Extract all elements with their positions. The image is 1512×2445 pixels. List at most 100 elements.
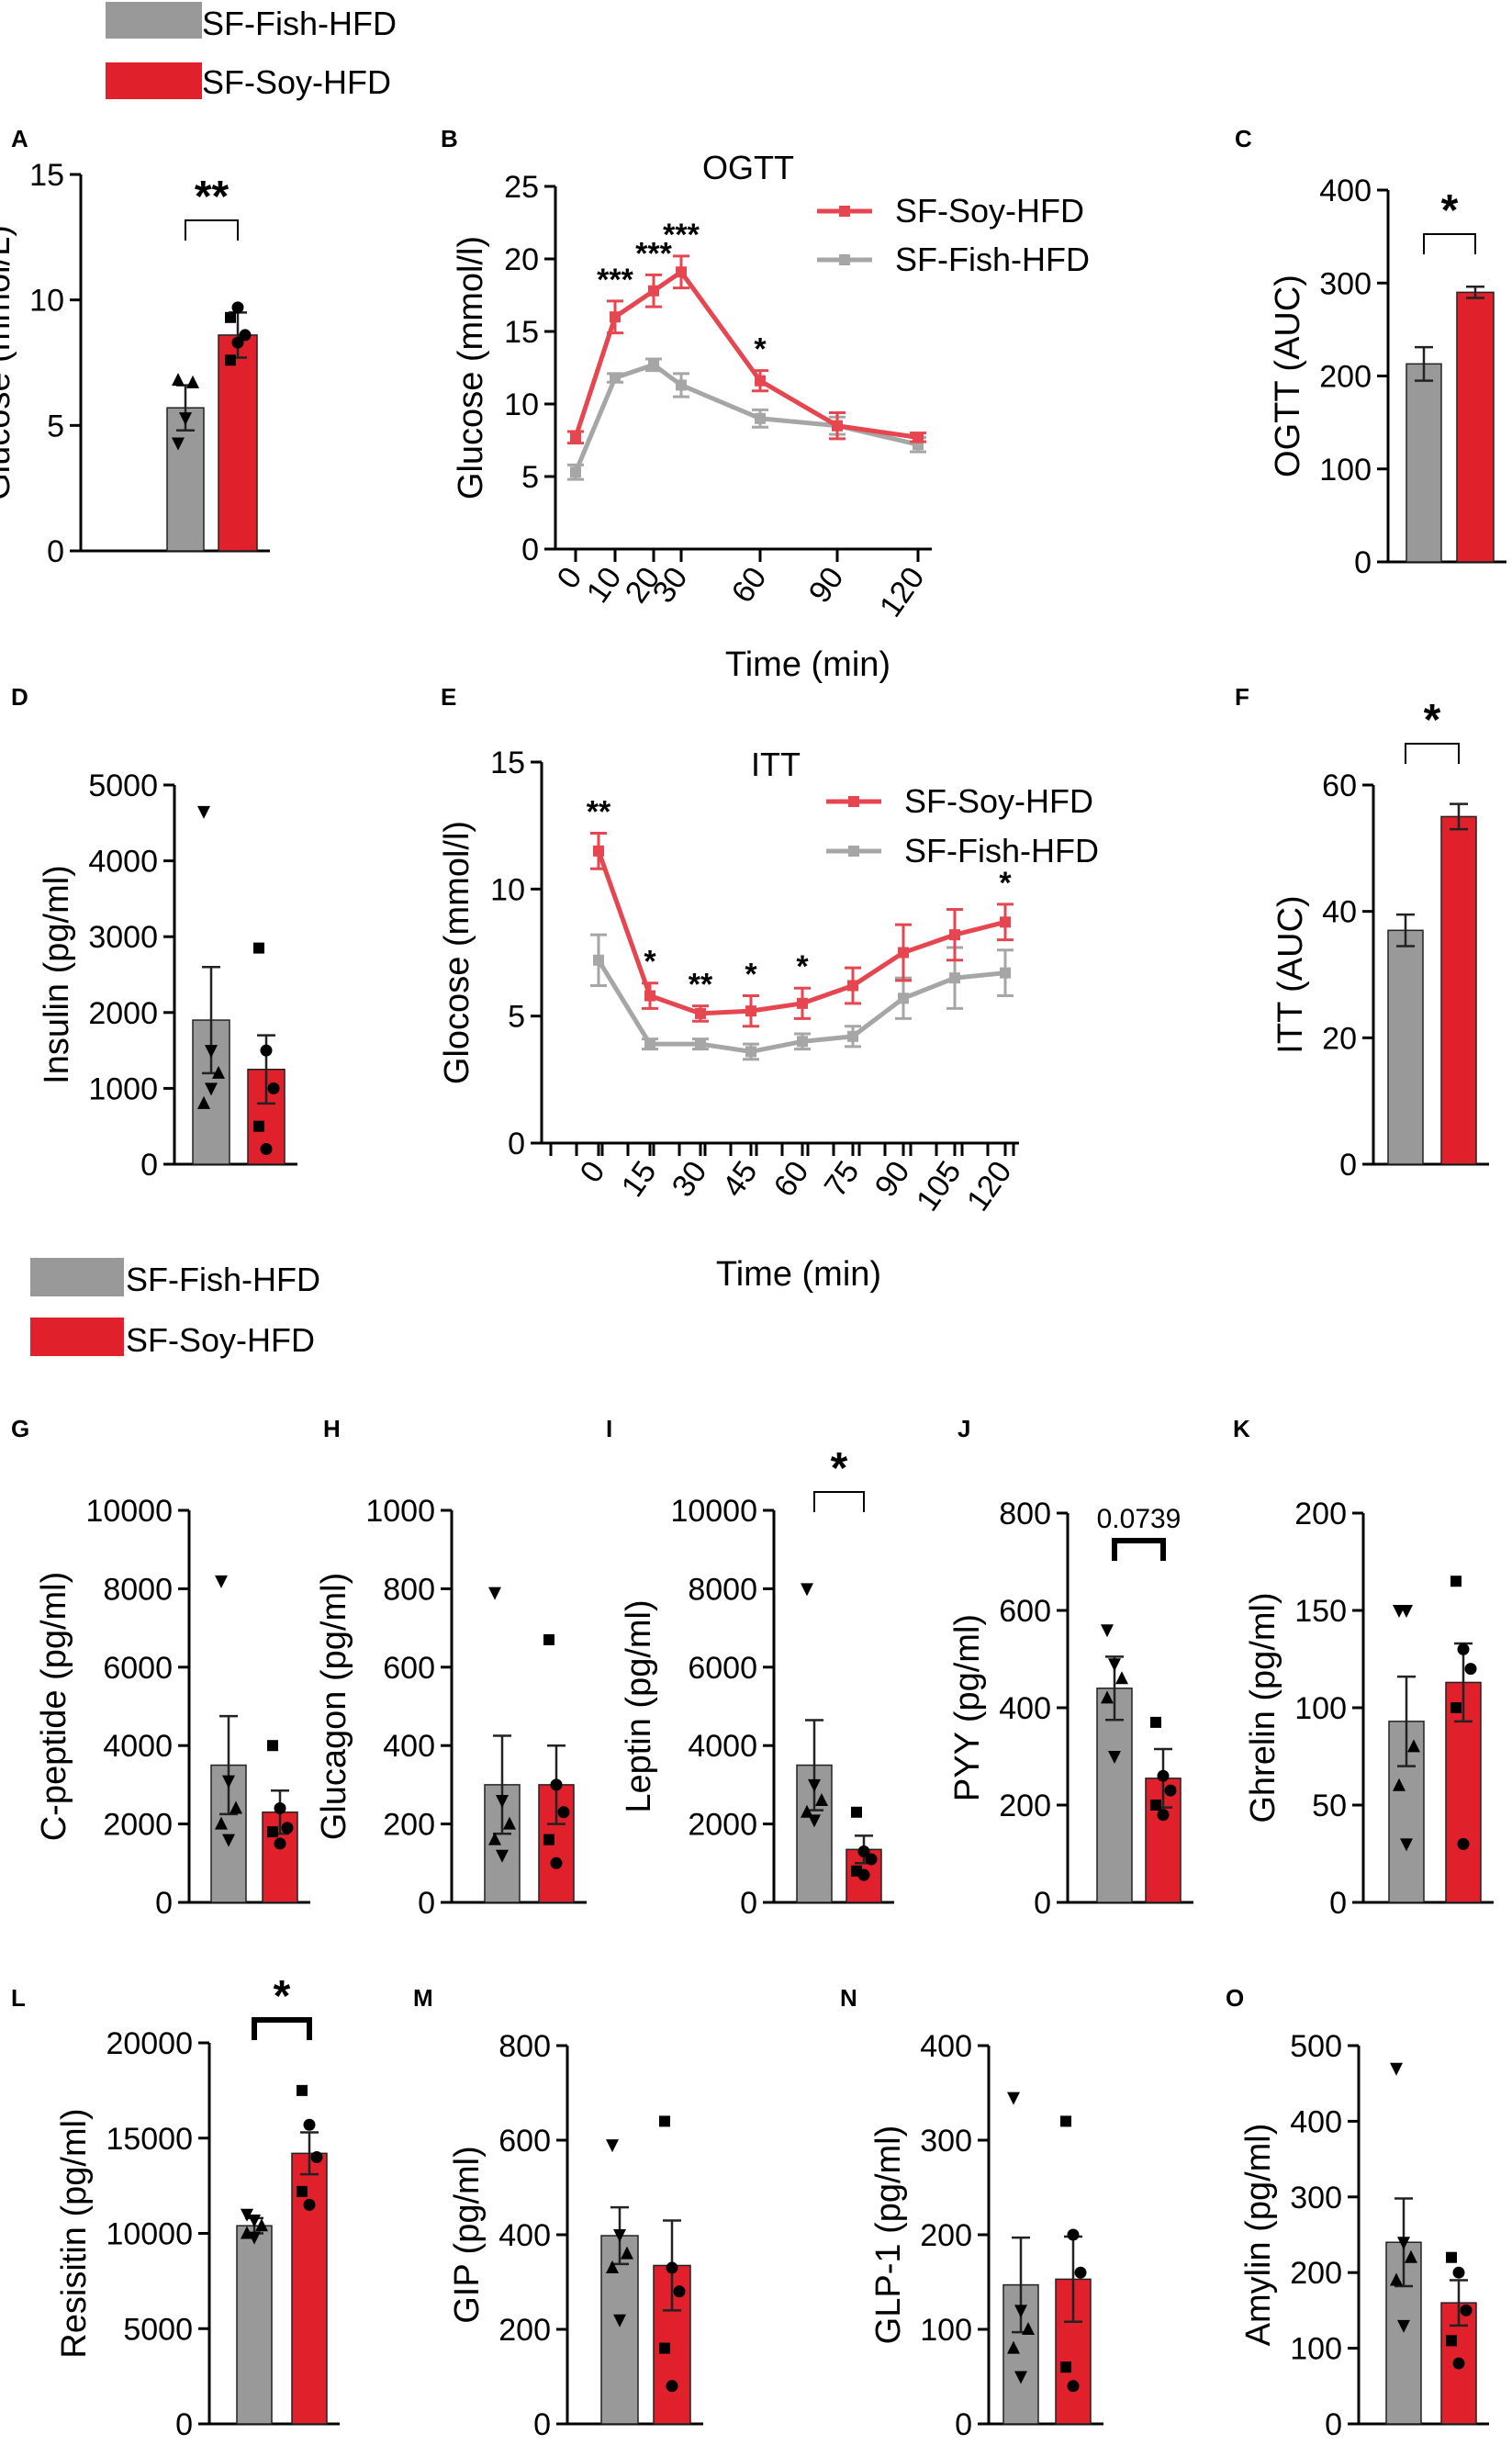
- data-point: [1164, 1784, 1177, 1797]
- data-point: [557, 1806, 570, 1819]
- data-point: [231, 301, 244, 314]
- y-tick-label: 600: [383, 1651, 435, 1686]
- data-point: [1067, 2380, 1080, 2393]
- panel-letter-j: J: [958, 1415, 970, 1442]
- data-point: [755, 375, 766, 387]
- data-point: [593, 954, 604, 966]
- x-tick-label: 15: [615, 1155, 664, 1204]
- data-point: [230, 1800, 242, 1814]
- panel-letter-l: L: [11, 1984, 26, 2012]
- y-tick-label: 0: [1034, 1886, 1051, 1921]
- data-point: [1450, 1576, 1462, 1587]
- x-tick-label: 30: [646, 561, 695, 610]
- significance-bracket: [1112, 1538, 1166, 1561]
- legend-top-soy-swatch: [106, 62, 202, 99]
- y-tick-label: 5: [508, 1000, 525, 1035]
- y-tick-label: 0: [418, 1886, 435, 1921]
- chart-h: 0 200 400 600 800 1000 Glucagon (pg/ml): [315, 1494, 587, 1921]
- data-point: [644, 990, 655, 1002]
- data-point: [851, 1806, 862, 1818]
- data-point: [222, 1834, 235, 1847]
- y-tick-label: 50: [1312, 1789, 1347, 1823]
- data-point: [503, 1816, 516, 1830]
- legend-marker: [839, 206, 850, 217]
- y-tick-label: 10: [490, 872, 525, 907]
- data-point: [310, 2151, 323, 2163]
- data-point: [610, 372, 621, 384]
- data-point: [253, 942, 264, 954]
- bar-soy: [218, 334, 258, 552]
- y-tick-label: 200: [498, 2313, 551, 2348]
- data-point: [593, 845, 604, 857]
- legend-label: SF-Soy-HFD: [904, 782, 1093, 820]
- y-tick-label: 0: [533, 2407, 551, 2442]
- y-tick-label: 20: [504, 242, 539, 277]
- y-tick-label: 100: [920, 2313, 972, 2348]
- data-point: [267, 1740, 278, 1752]
- data-point: [260, 1142, 273, 1155]
- significance-bracket: [1423, 233, 1476, 254]
- y-axis-title: Leptin (pg/ml): [620, 1599, 658, 1812]
- legend-top-fish-label: SF-Fish-HFD: [202, 5, 397, 42]
- y-tick-label: 5000: [123, 2312, 193, 2347]
- y-tick-label: 20000: [106, 2026, 193, 2061]
- y-tick-label: 150: [1294, 1594, 1347, 1629]
- y-tick-label: 6000: [103, 1651, 173, 1686]
- y-tick-label: 200: [1290, 2256, 1342, 2291]
- data-point: [797, 997, 808, 1009]
- data-point: [898, 993, 909, 1004]
- panel-letter-k: K: [1233, 1415, 1250, 1442]
- y-tick-label: 10: [29, 284, 64, 319]
- y-axis-title: ITT (AUC): [1271, 895, 1310, 1053]
- chart-d: 0 1000 2000 3000 4000 5000 Insulin (pg/ml): [38, 768, 297, 1183]
- data-point: [1460, 2304, 1473, 2316]
- data-point: [755, 412, 766, 424]
- y-axis-title: Amylin (pg/ml): [1239, 2124, 1278, 2347]
- y-axis-title: Glucose (mmol/L): [0, 225, 17, 500]
- y-tick-label: 0: [175, 2407, 193, 2442]
- data-point: [212, 1065, 225, 1079]
- data-point: [1150, 1716, 1161, 1728]
- data-point: [303, 2198, 316, 2211]
- y-tick-label: 300: [920, 2124, 972, 2159]
- chart-f: 0 20 40 60 ITT (AUC) *: [1271, 696, 1489, 1183]
- data-point: [1407, 1739, 1420, 1753]
- y-tick-label: 0: [155, 1886, 173, 1921]
- data-point: [1060, 2361, 1071, 2373]
- data-point: [1022, 2322, 1035, 2335]
- panel-letter-m: M: [413, 1984, 433, 2012]
- y-tick-label: 10000: [670, 1494, 757, 1529]
- data-point: [648, 285, 659, 297]
- x-tick-label: 105: [910, 1155, 969, 1217]
- y-tick-label: 600: [999, 1594, 1051, 1629]
- significance-label: *: [644, 945, 656, 980]
- y-tick-label: 400: [1319, 174, 1372, 208]
- y-tick-label: 15000: [106, 2122, 193, 2157]
- y-tick-label: 5000: [88, 768, 158, 803]
- y-axis-title: GIP (pg/ml): [448, 2146, 487, 2324]
- data-point: [1390, 2062, 1403, 2076]
- chart-title: OGTT: [702, 149, 794, 186]
- data-point: [1150, 1800, 1161, 1811]
- y-tick-label: 2000: [103, 1808, 173, 1843]
- y-tick-label: 10000: [106, 2217, 193, 2252]
- data-point: [745, 1005, 756, 1017]
- data-point: [847, 1030, 858, 1042]
- legend-mid-fish-label: SF-Fish-HFD: [126, 1261, 320, 1298]
- data-point: [1464, 1663, 1477, 1676]
- bar-fish: [1406, 363, 1442, 563]
- x-tick-label: 120: [873, 561, 932, 623]
- y-tick-label: 15: [504, 315, 539, 350]
- data-point: [857, 1868, 870, 1881]
- significance-label: *: [831, 1444, 848, 1493]
- data-point: [606, 2139, 619, 2153]
- data-point: [267, 1082, 280, 1094]
- data-point: [1400, 1838, 1413, 1852]
- x-axis-title: Time (min): [716, 1255, 881, 1294]
- y-tick-label: 6000: [688, 1651, 757, 1686]
- x-tick-label: 0: [574, 1155, 612, 1189]
- data-point: [1067, 2228, 1080, 2241]
- y-tick-label: 800: [498, 2029, 551, 2064]
- data-point: [801, 1804, 813, 1818]
- panel-letters: A B C D E F G H I J K L M N O: [11, 125, 1252, 2012]
